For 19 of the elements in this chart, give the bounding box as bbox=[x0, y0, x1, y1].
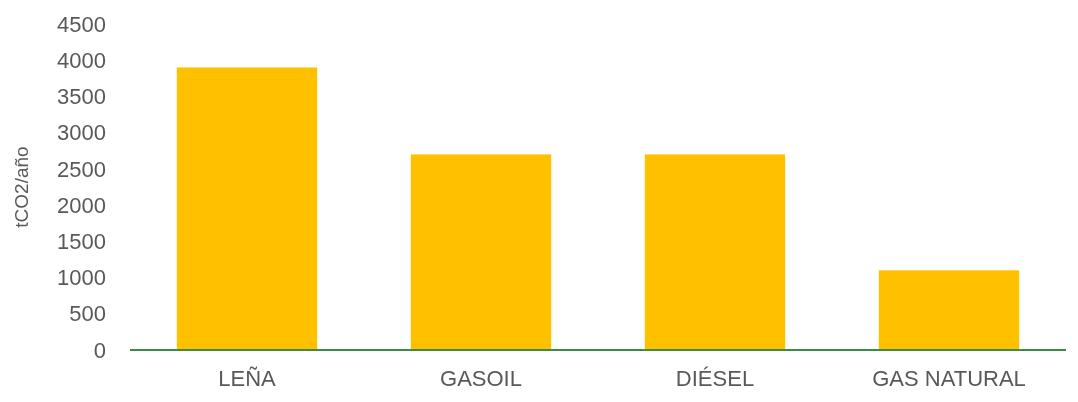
bar bbox=[878, 270, 1020, 350]
y-tick-label: 4000 bbox=[57, 47, 106, 73]
x-tick-label: DIÉSEL bbox=[675, 366, 755, 391]
bar bbox=[176, 67, 318, 350]
y-axis-title: tCO2/año bbox=[11, 146, 32, 228]
bar bbox=[644, 154, 786, 350]
y-tick-label: 2500 bbox=[57, 156, 106, 182]
x-tick-label: LEÑA bbox=[218, 366, 277, 391]
y-tick-label: 1500 bbox=[57, 229, 106, 255]
bar bbox=[410, 154, 552, 350]
y-tick-label: 3500 bbox=[57, 84, 106, 110]
y-tick-label: 500 bbox=[69, 301, 106, 327]
y-tick-label: 3000 bbox=[57, 120, 106, 146]
y-tick-label: 0 bbox=[93, 337, 106, 363]
y-tick-label: 4500 bbox=[57, 11, 106, 37]
x-tick-label: GAS NATURAL bbox=[872, 366, 1026, 391]
y-tick-label: 1000 bbox=[57, 265, 106, 291]
x-tick-label: GASOIL bbox=[440, 366, 522, 391]
y-tick-label: 2000 bbox=[57, 192, 106, 218]
